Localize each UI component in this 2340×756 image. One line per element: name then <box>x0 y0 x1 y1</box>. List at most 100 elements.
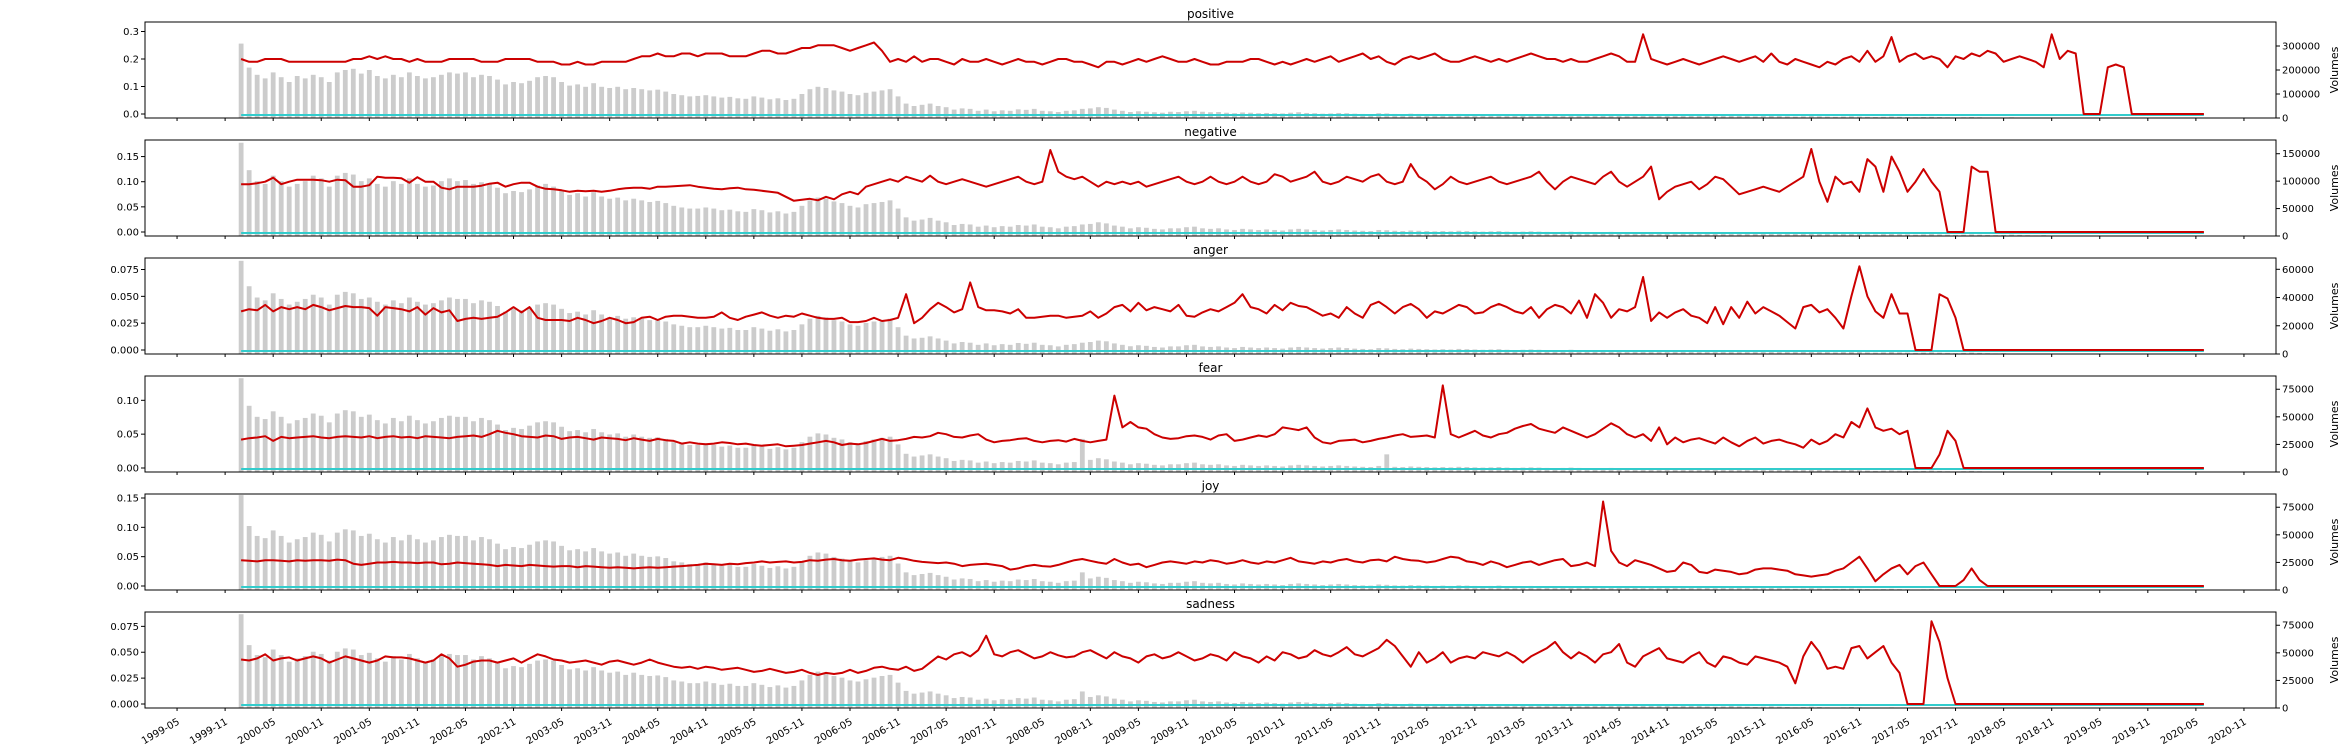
volume-bar <box>279 181 284 236</box>
volume-bar <box>487 658 492 708</box>
volume-bar <box>671 206 676 236</box>
volume-bar <box>511 666 516 708</box>
volume-bar <box>1080 224 1085 236</box>
volume-bar <box>511 191 516 236</box>
volume-bar <box>559 546 564 590</box>
volume-bar <box>255 298 260 354</box>
y-tick-label: 0.000 <box>110 700 139 711</box>
volume-bar <box>832 557 837 590</box>
volume-bar <box>559 82 564 118</box>
volume-bar <box>816 433 821 472</box>
volume-bar <box>888 319 893 354</box>
volume-bar <box>439 656 444 708</box>
volume-bar <box>1088 460 1093 472</box>
y2-axis-label: Volumes <box>2328 282 2340 329</box>
volume-bar <box>503 193 508 236</box>
volume-bar <box>1024 580 1029 590</box>
volume-bar <box>984 580 989 590</box>
volume-bar <box>615 552 620 590</box>
volume-bar <box>1008 227 1013 236</box>
volume-bar <box>912 106 917 118</box>
volume-bar <box>992 227 997 236</box>
volume-bar <box>1104 696 1109 708</box>
volume-bar <box>319 535 324 590</box>
volume-bar <box>1072 462 1077 472</box>
volume-bar <box>263 300 268 354</box>
volume-bar <box>896 209 901 236</box>
volume-bar <box>511 547 516 590</box>
volume-bar <box>607 199 612 236</box>
volume-bar <box>535 186 540 236</box>
volume-bar <box>239 614 244 708</box>
y2-tick-label: 100000 <box>2282 177 2320 188</box>
volume-bar <box>527 545 532 590</box>
volume-bar <box>431 303 436 354</box>
volume-bar <box>415 420 420 472</box>
x-tick-label: 2012-05 <box>1390 717 1432 747</box>
x-tick-label: 2010-11 <box>1246 717 1288 747</box>
volume-bars <box>239 495 1966 590</box>
volume-bar <box>623 556 628 590</box>
volume-bar <box>800 561 805 590</box>
y-tick-label: 0.05 <box>117 430 139 441</box>
y-tick-label: 0.075 <box>110 265 139 276</box>
y2-tick-label: 50000 <box>2282 412 2314 423</box>
x-tick-label: 2019-11 <box>2111 717 2153 747</box>
volume-bar <box>1040 345 1045 354</box>
volume-bar <box>295 420 300 472</box>
volume-bar <box>711 327 716 354</box>
volume-bar <box>543 76 548 118</box>
y-tick-label: 0.05 <box>117 552 139 563</box>
volume-bar <box>583 197 588 236</box>
volume-bar <box>567 550 572 590</box>
volume-bar <box>880 557 885 590</box>
volume-bar <box>1112 343 1117 354</box>
volume-bar <box>255 655 260 708</box>
volume-bar <box>503 668 508 708</box>
volume-bar <box>1000 462 1005 472</box>
volume-bar <box>631 673 636 708</box>
volume-bar <box>471 421 476 472</box>
volume-bar <box>1024 344 1029 354</box>
x-tick-label: 2020-11 <box>2207 717 2249 747</box>
volume-bar <box>455 655 460 708</box>
volume-bar <box>271 176 276 236</box>
volume-bar <box>976 700 981 708</box>
volume-bar <box>944 577 949 590</box>
volume-bar <box>1032 698 1037 708</box>
volume-bar <box>880 676 885 708</box>
volume-bar <box>319 654 324 708</box>
x-tick-label: 2011-11 <box>1342 717 1384 747</box>
volume-bar <box>888 89 893 118</box>
volume-bar <box>1000 581 1005 590</box>
y2-axis-label: Volumes <box>2328 164 2340 211</box>
x-tick-label: 2000-05 <box>236 717 278 747</box>
x-tick-label: 2000-11 <box>284 717 326 747</box>
volume-bar <box>519 192 524 236</box>
volume-bar <box>976 581 981 590</box>
volume-bar <box>880 202 885 236</box>
volume-bar <box>1048 582 1053 590</box>
volume-bar <box>431 540 436 590</box>
volume-bar <box>1048 345 1053 354</box>
y2-tick-label: 50000 <box>2282 204 2314 215</box>
y2-tick-label: 0 <box>2282 232 2288 243</box>
volume-bar <box>447 654 452 708</box>
volume-bar <box>944 107 949 118</box>
volume-bar <box>800 324 805 354</box>
volume-bar <box>800 206 805 236</box>
volume-bar <box>872 439 877 472</box>
volume-bar <box>848 561 853 590</box>
volume-bar <box>864 323 869 354</box>
volume-bar <box>888 675 893 708</box>
volume-bar <box>399 77 404 118</box>
volume-bar <box>1024 110 1029 118</box>
volume-bar <box>439 75 444 118</box>
volume-bar <box>575 668 580 708</box>
volume-bar <box>1088 342 1093 354</box>
volume-bar <box>487 184 492 236</box>
volume-bar <box>864 204 869 236</box>
y-tick-label: 0.10 <box>117 177 139 188</box>
volume-bar <box>1040 581 1045 590</box>
